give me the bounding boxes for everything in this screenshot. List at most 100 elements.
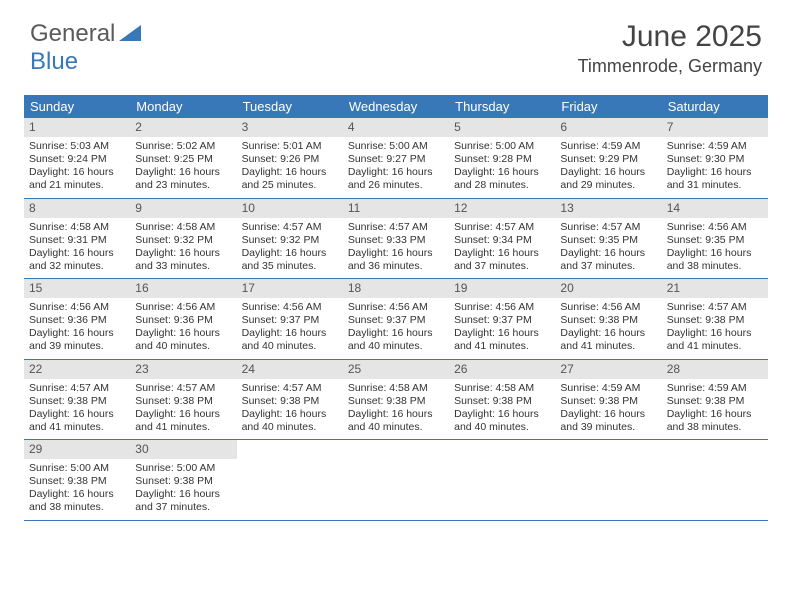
sunset-line: Sunset: 9:37 PM — [348, 314, 444, 327]
sunset-line: Sunset: 9:36 PM — [135, 314, 231, 327]
day-number: 6 — [555, 118, 661, 137]
day-cell-body: Sunrise: 4:56 AMSunset: 9:37 PMDaylight:… — [343, 298, 449, 359]
sunrise-line: Sunrise: 4:58 AM — [135, 221, 231, 234]
logo-text-blue: Blue — [30, 48, 78, 75]
logo: General Blue — [30, 20, 141, 76]
day-cell: 27Sunrise: 4:59 AMSunset: 9:38 PMDayligh… — [555, 360, 661, 440]
sunrise-line: Sunrise: 5:00 AM — [135, 462, 231, 475]
sunrise-line: Sunrise: 4:56 AM — [29, 301, 125, 314]
daylight-line: Daylight: 16 hours and 36 minutes. — [348, 247, 444, 273]
day-cell: 14Sunrise: 4:56 AMSunset: 9:35 PMDayligh… — [662, 199, 768, 279]
sunrise-line: Sunrise: 4:56 AM — [348, 301, 444, 314]
day-cell: 1Sunrise: 5:03 AMSunset: 9:24 PMDaylight… — [24, 118, 130, 198]
daylight-line: Daylight: 16 hours and 29 minutes. — [560, 166, 656, 192]
sunrise-line: Sunrise: 4:57 AM — [454, 221, 550, 234]
day-number: 13 — [555, 199, 661, 218]
weeks-container: 1Sunrise: 5:03 AMSunset: 9:24 PMDaylight… — [24, 118, 768, 521]
day-cell: 17Sunrise: 4:56 AMSunset: 9:37 PMDayligh… — [237, 279, 343, 359]
day-cell: 7Sunrise: 4:59 AMSunset: 9:30 PMDaylight… — [662, 118, 768, 198]
day-number: 27 — [555, 360, 661, 379]
daylight-line: Daylight: 16 hours and 38 minutes. — [667, 408, 763, 434]
week-row: 1Sunrise: 5:03 AMSunset: 9:24 PMDaylight… — [24, 118, 768, 199]
daylight-line: Daylight: 16 hours and 28 minutes. — [454, 166, 550, 192]
sunrise-line: Sunrise: 4:57 AM — [667, 301, 763, 314]
day-number: 17 — [237, 279, 343, 298]
day-cell: 9Sunrise: 4:58 AMSunset: 9:32 PMDaylight… — [130, 199, 236, 279]
day-number: 24 — [237, 360, 343, 379]
daylight-line: Daylight: 16 hours and 40 minutes. — [135, 327, 231, 353]
weekday-header: Tuesday — [237, 95, 343, 118]
sunset-line: Sunset: 9:37 PM — [454, 314, 550, 327]
weekday-header: Friday — [555, 95, 661, 118]
daylight-line: Daylight: 16 hours and 39 minutes. — [560, 408, 656, 434]
day-cell-body: Sunrise: 4:57 AMSunset: 9:35 PMDaylight:… — [555, 218, 661, 279]
sunset-line: Sunset: 9:38 PM — [29, 475, 125, 488]
sunrise-line: Sunrise: 4:59 AM — [560, 382, 656, 395]
logo-triangle-icon — [119, 25, 141, 41]
day-cell — [449, 440, 555, 520]
day-cell-body: Sunrise: 4:57 AMSunset: 9:33 PMDaylight:… — [343, 218, 449, 279]
day-cell: 5Sunrise: 5:00 AMSunset: 9:28 PMDaylight… — [449, 118, 555, 198]
sunset-line: Sunset: 9:26 PM — [242, 153, 338, 166]
sunset-line: Sunset: 9:38 PM — [667, 395, 763, 408]
week-row: 15Sunrise: 4:56 AMSunset: 9:36 PMDayligh… — [24, 279, 768, 360]
day-cell: 22Sunrise: 4:57 AMSunset: 9:38 PMDayligh… — [24, 360, 130, 440]
day-cell-body: Sunrise: 5:00 AMSunset: 9:27 PMDaylight:… — [343, 137, 449, 198]
daylight-line: Daylight: 16 hours and 40 minutes. — [348, 408, 444, 434]
day-cell: 23Sunrise: 4:57 AMSunset: 9:38 PMDayligh… — [130, 360, 236, 440]
sunrise-line: Sunrise: 4:58 AM — [454, 382, 550, 395]
day-cell: 21Sunrise: 4:57 AMSunset: 9:38 PMDayligh… — [662, 279, 768, 359]
sunrise-line: Sunrise: 5:00 AM — [29, 462, 125, 475]
day-number: 23 — [130, 360, 236, 379]
week-row: 22Sunrise: 4:57 AMSunset: 9:38 PMDayligh… — [24, 360, 768, 441]
day-cell — [555, 440, 661, 520]
daylight-line: Daylight: 16 hours and 40 minutes. — [242, 408, 338, 434]
day-number: 14 — [662, 199, 768, 218]
sunset-line: Sunset: 9:37 PM — [242, 314, 338, 327]
day-number: 21 — [662, 279, 768, 298]
day-number: 22 — [24, 360, 130, 379]
daylight-line: Daylight: 16 hours and 41 minutes. — [454, 327, 550, 353]
daylight-line: Daylight: 16 hours and 41 minutes. — [560, 327, 656, 353]
sunrise-line: Sunrise: 4:56 AM — [135, 301, 231, 314]
daylight-line: Daylight: 16 hours and 25 minutes. — [242, 166, 338, 192]
day-number: 10 — [237, 199, 343, 218]
day-cell: 2Sunrise: 5:02 AMSunset: 9:25 PMDaylight… — [130, 118, 236, 198]
day-number: 8 — [24, 199, 130, 218]
day-cell-body: Sunrise: 4:57 AMSunset: 9:38 PMDaylight:… — [130, 379, 236, 440]
sunrise-line: Sunrise: 4:56 AM — [667, 221, 763, 234]
sunset-line: Sunset: 9:34 PM — [454, 234, 550, 247]
sunrise-line: Sunrise: 4:59 AM — [667, 382, 763, 395]
sunrise-line: Sunrise: 4:58 AM — [29, 221, 125, 234]
sunset-line: Sunset: 9:30 PM — [667, 153, 763, 166]
sunrise-line: Sunrise: 4:57 AM — [29, 382, 125, 395]
day-cell-body: Sunrise: 4:56 AMSunset: 9:35 PMDaylight:… — [662, 218, 768, 279]
sunset-line: Sunset: 9:27 PM — [348, 153, 444, 166]
day-number: 5 — [449, 118, 555, 137]
day-number: 19 — [449, 279, 555, 298]
sunset-line: Sunset: 9:38 PM — [560, 314, 656, 327]
day-cell-body: Sunrise: 4:59 AMSunset: 9:30 PMDaylight:… — [662, 137, 768, 198]
sunrise-line: Sunrise: 5:01 AM — [242, 140, 338, 153]
day-cell-body: Sunrise: 5:00 AMSunset: 9:38 PMDaylight:… — [130, 459, 236, 520]
sunset-line: Sunset: 9:25 PM — [135, 153, 231, 166]
day-cell-body: Sunrise: 5:03 AMSunset: 9:24 PMDaylight:… — [24, 137, 130, 198]
day-cell: 16Sunrise: 4:56 AMSunset: 9:36 PMDayligh… — [130, 279, 236, 359]
day-cell — [662, 440, 768, 520]
day-number: 25 — [343, 360, 449, 379]
daylight-line: Daylight: 16 hours and 21 minutes. — [29, 166, 125, 192]
sunset-line: Sunset: 9:29 PM — [560, 153, 656, 166]
day-cell: 24Sunrise: 4:57 AMSunset: 9:38 PMDayligh… — [237, 360, 343, 440]
daylight-line: Daylight: 16 hours and 31 minutes. — [667, 166, 763, 192]
sunset-line: Sunset: 9:35 PM — [667, 234, 763, 247]
day-number: 11 — [343, 199, 449, 218]
sunrise-line: Sunrise: 4:56 AM — [454, 301, 550, 314]
week-row: 8Sunrise: 4:58 AMSunset: 9:31 PMDaylight… — [24, 199, 768, 280]
daylight-line: Daylight: 16 hours and 26 minutes. — [348, 166, 444, 192]
day-cell-body: Sunrise: 4:59 AMSunset: 9:38 PMDaylight:… — [555, 379, 661, 440]
weekday-header-row: Sunday Monday Tuesday Wednesday Thursday… — [24, 95, 768, 118]
sunrise-line: Sunrise: 4:56 AM — [560, 301, 656, 314]
sunset-line: Sunset: 9:38 PM — [348, 395, 444, 408]
day-cell: 13Sunrise: 4:57 AMSunset: 9:35 PMDayligh… — [555, 199, 661, 279]
calendar: Sunday Monday Tuesday Wednesday Thursday… — [24, 95, 768, 521]
